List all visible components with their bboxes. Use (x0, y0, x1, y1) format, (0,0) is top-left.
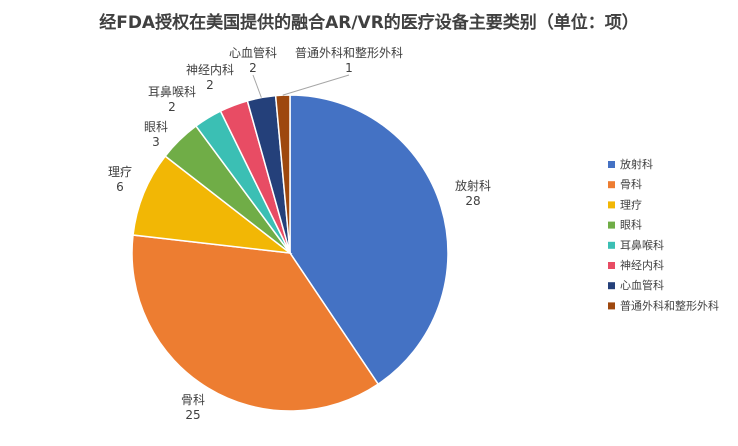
legend-swatch-3 (608, 201, 615, 209)
data-label-value-7: 2 (249, 61, 257, 75)
pie-slice-1 (289, 94, 449, 386)
data-label-value-2: 25 (185, 408, 200, 422)
legend-label-2: 骨科 (620, 177, 642, 191)
pie-slice-3 (132, 155, 293, 255)
data-label-name-6: 神经内科 (186, 63, 234, 77)
data-label-name-1: 放射科 (455, 178, 491, 193)
legend-label-5: 耳鼻喉科 (620, 238, 664, 252)
leader-line-7 (252, 74, 262, 98)
legend-label-1: 放射科 (620, 157, 653, 171)
legend-swatch-7 (608, 282, 615, 290)
data-label-name-2: 骨科 (181, 393, 205, 407)
pie-slice-8 (274, 94, 291, 254)
data-label-name-4: 眼科 (144, 120, 168, 134)
legend-swatch-4 (608, 221, 615, 229)
legend-swatch-6 (608, 262, 615, 269)
data-label-name-3: 理疗 (108, 165, 132, 179)
legend-label-7: 心血管科 (620, 278, 664, 292)
pie-slice-2 (131, 234, 380, 412)
legend-label-3: 理疗 (620, 197, 642, 211)
legend-label-6: 神经内科 (620, 258, 664, 272)
legend-swatch-8 (608, 302, 615, 310)
legend-swatch-5 (608, 241, 615, 249)
data-label-name-7: 心血管科 (229, 45, 277, 60)
legend-swatch-2 (608, 181, 615, 189)
chart-title: 经FDA授权在美国提供的融合AR/VR的医疗设备主要类别（单位：项） (99, 12, 639, 33)
data-label-value-6: 2 (206, 78, 214, 92)
data-label-value-1: 28 (465, 194, 480, 208)
legend-swatch-1 (608, 161, 615, 168)
data-label-name-8: 普通外科和整形外科 (295, 45, 403, 60)
data-label-value-5: 2 (168, 100, 176, 114)
pie-slices (131, 94, 449, 412)
data-label-value-4: 3 (152, 135, 160, 149)
legend-label-8: 普通外科和整形外科 (620, 298, 719, 312)
data-label-value-3: 6 (116, 180, 124, 194)
legend-label-4: 眼科 (620, 218, 642, 232)
leader-lines (252, 74, 350, 98)
data-label-value-8: 1 (345, 61, 353, 75)
data-label-name-5: 耳鼻喉科 (148, 84, 196, 99)
leader-line-8 (282, 74, 350, 96)
